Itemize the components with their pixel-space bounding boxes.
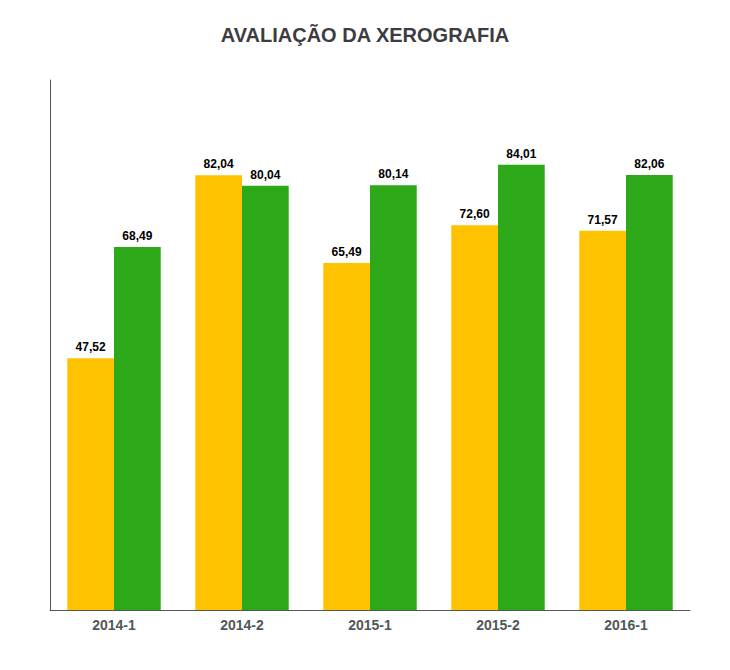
svg-text:2015-1: 2015-1: [348, 617, 392, 633]
svg-text:2014-2: 2014-2: [220, 617, 264, 633]
svg-text:68,49: 68,49: [122, 229, 152, 243]
svg-text:82,06: 82,06: [634, 157, 664, 171]
svg-text:2015-2: 2015-2: [476, 617, 520, 633]
svg-text:84,01: 84,01: [506, 147, 536, 161]
svg-text:80,04: 80,04: [250, 168, 280, 182]
svg-text:2016-1: 2016-1: [604, 617, 648, 633]
svg-text:AVALIAÇÃO DA XEROGRAFIA: AVALIAÇÃO DA XEROGRAFIA: [221, 24, 510, 46]
svg-text:72,60: 72,60: [460, 207, 490, 221]
svg-text:82,04: 82,04: [204, 157, 234, 171]
svg-text:71,57: 71,57: [588, 213, 618, 227]
svg-text:47,52: 47,52: [76, 340, 106, 354]
svg-text:2014-1: 2014-1: [92, 617, 136, 633]
svg-text:65,49: 65,49: [332, 245, 362, 259]
svg-text:80,14: 80,14: [378, 167, 408, 181]
